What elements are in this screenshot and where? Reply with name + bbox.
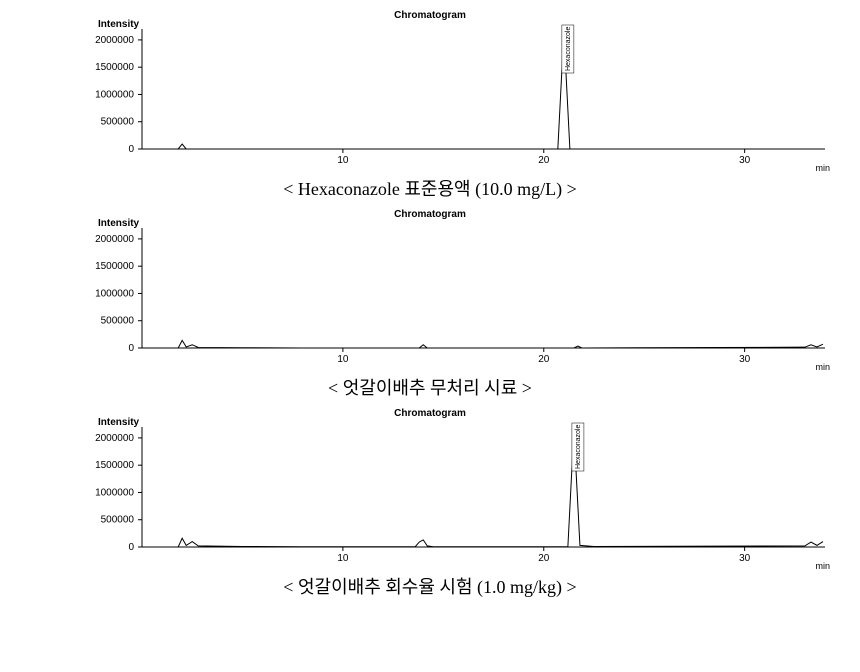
svg-text:10: 10: [337, 354, 349, 365]
chart-caption-recovery: < 엇갈이배추 회수율 시험 (1.0 mg/kg) >: [10, 569, 850, 605]
svg-text:500000: 500000: [101, 316, 135, 327]
svg-text:2000000: 2000000: [95, 234, 134, 245]
svg-text:1500000: 1500000: [95, 261, 134, 272]
svg-text:20: 20: [538, 354, 550, 365]
y-axis-label: Intensity: [98, 19, 139, 30]
svg-text:1000000: 1000000: [95, 487, 134, 498]
x-axis-unit: min: [815, 362, 830, 372]
chromatogram-chart-std: 0 500000 1000000 1500000 2000000 10 20 30 Hexaco…: [20, 21, 840, 171]
svg-text:Hexaconazole: Hexaconazole: [575, 425, 582, 469]
svg-text:10: 10: [337, 553, 349, 564]
svg-text:1500000: 1500000: [95, 62, 134, 73]
svg-text:0: 0: [128, 343, 134, 354]
chart-caption-blank: < 엇갈이배추 무처리 시료 >: [10, 370, 850, 406]
svg-text:30: 30: [739, 553, 751, 564]
y-axis-label: Intensity: [98, 218, 139, 229]
svg-text:2000000: 2000000: [95, 433, 134, 444]
chart-plot-area: Intensity 0 500000 1000000 1500000 2000000 10…: [20, 21, 840, 171]
svg-text:1000000: 1000000: [95, 288, 134, 299]
svg-text:500000: 500000: [101, 117, 135, 128]
svg-text:2000000: 2000000: [95, 35, 134, 46]
chart-caption-std: < Hexaconazole 표준용액 (10.0 mg/L) >: [10, 171, 850, 207]
chromatogram-chart-blank: 0 500000 1000000 1500000 2000000 10 20 30: [20, 220, 840, 370]
svg-text:500000: 500000: [101, 515, 135, 526]
x-axis-unit: min: [815, 561, 830, 571]
chart-block-blank: Chromatogram Intensity 05000001000000150…: [10, 209, 850, 406]
y-axis-label: Intensity: [98, 417, 139, 428]
chart-plot-area: Intensity 0 500000 1000000 1500000 2000000 10…: [20, 419, 840, 569]
chart-block-std: Chromatogram Intensity 05000001000000150…: [10, 10, 850, 207]
svg-text:1500000: 1500000: [95, 460, 134, 471]
x-axis-unit: min: [815, 163, 830, 173]
svg-text:Hexaconazole: Hexaconazole: [565, 27, 572, 71]
svg-text:30: 30: [739, 354, 751, 365]
chromatogram-chart-recovery: 0 500000 1000000 1500000 2000000 10 20 30 Hexaco…: [20, 419, 840, 569]
svg-text:1000000: 1000000: [95, 89, 134, 100]
svg-text:0: 0: [128, 144, 134, 155]
svg-text:20: 20: [538, 155, 550, 166]
svg-text:10: 10: [337, 155, 349, 166]
svg-text:30: 30: [739, 155, 751, 166]
chart-block-recovery: Chromatogram Intensity 05000001000000150…: [10, 408, 850, 605]
svg-text:0: 0: [128, 542, 134, 553]
svg-text:20: 20: [538, 553, 550, 564]
chart-plot-area: Intensity 0 500000 1000000 1500000 2000000 10…: [20, 220, 840, 370]
